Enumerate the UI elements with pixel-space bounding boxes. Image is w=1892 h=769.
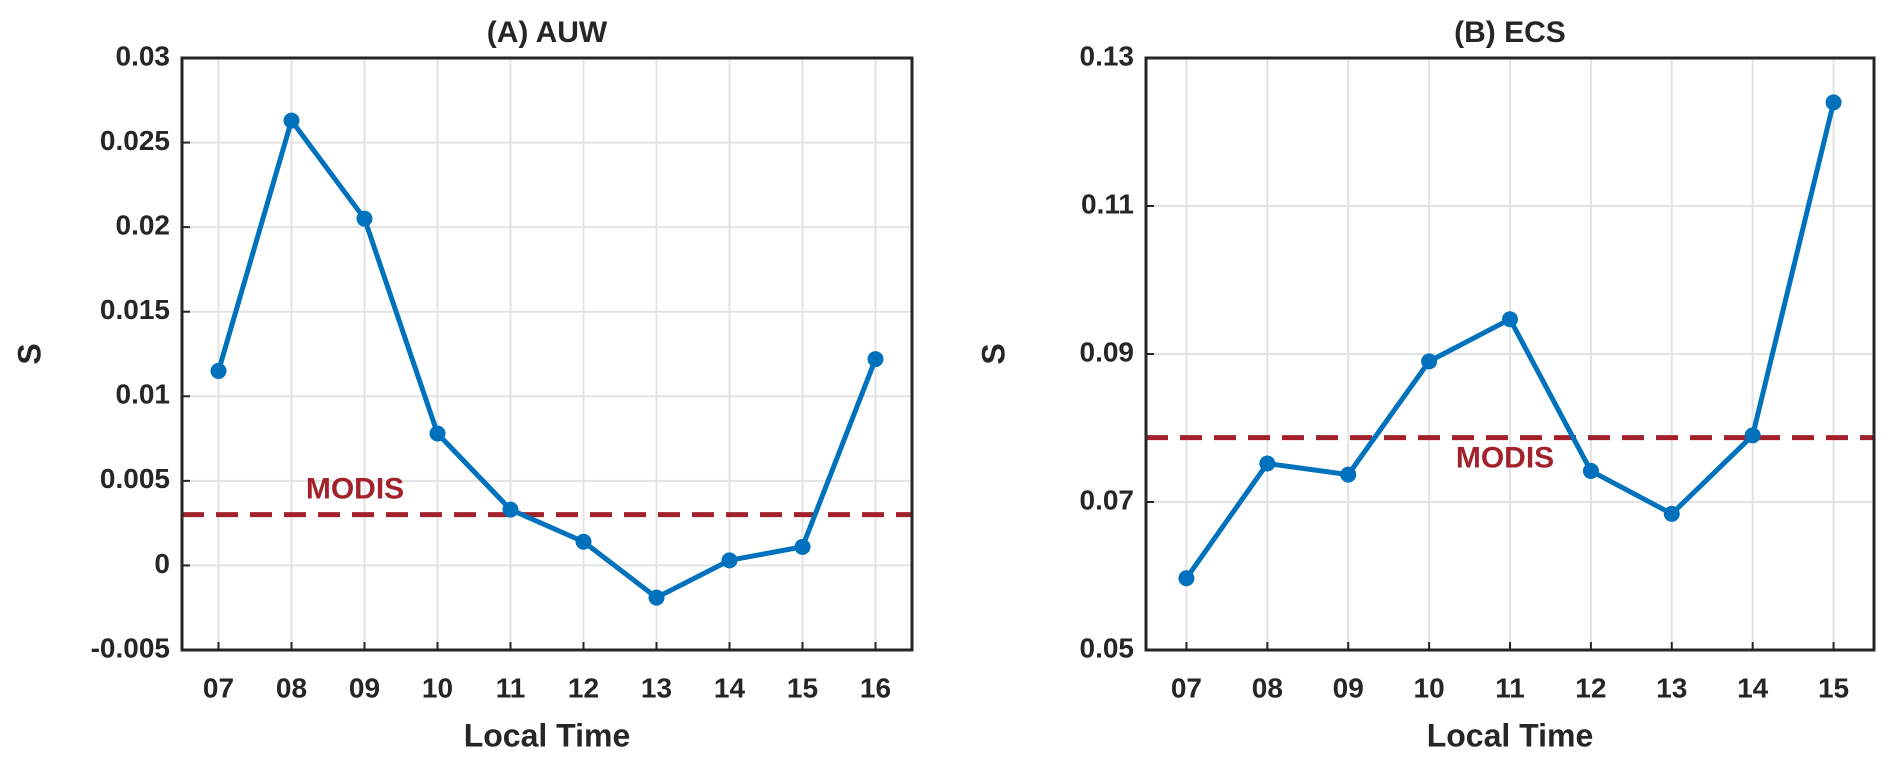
y-axis-label: S — [11, 343, 47, 364]
y-tick-label: 0.005 — [100, 463, 170, 494]
x-axis-label: Local Time — [1427, 717, 1594, 753]
data-point — [283, 112, 300, 129]
data-point — [575, 533, 592, 550]
x-tick-label: 09 — [349, 672, 380, 703]
data-point — [1421, 353, 1438, 370]
x-tick-label: 13 — [641, 672, 672, 703]
reference-label: MODIS — [306, 473, 404, 506]
chart-title: (B) ECS — [1454, 16, 1566, 49]
data-point — [1825, 94, 1842, 111]
data-point — [1663, 505, 1680, 522]
x-tick-label: 13 — [1656, 672, 1687, 703]
data-point — [356, 210, 373, 227]
y-tick-label: 0.015 — [100, 294, 170, 325]
x-tick-label: 15 — [787, 672, 818, 703]
x-tick-label: 14 — [1737, 672, 1769, 703]
chart-title: (A) AUW — [487, 16, 608, 49]
data-point — [1582, 462, 1599, 479]
x-tick-label: 10 — [1414, 672, 1445, 703]
data-point — [1178, 570, 1195, 587]
x-tick-label: 11 — [496, 672, 526, 703]
y-tick-label: -0.005 — [91, 632, 170, 663]
y-tick-label: 0.07 — [1080, 484, 1135, 515]
y-tick-label: 0.11 — [1081, 188, 1134, 219]
x-tick-label: 08 — [1252, 672, 1283, 703]
y-tick-label: 0.09 — [1080, 336, 1135, 367]
data-point — [429, 425, 446, 442]
x-tick-label: 15 — [1818, 672, 1849, 703]
x-tick-label: 07 — [1171, 672, 1202, 703]
x-tick-label: 14 — [714, 672, 746, 703]
reference-label: MODIS — [1456, 442, 1554, 475]
y-tick-label: 0.05 — [1080, 632, 1135, 663]
data-line — [216, 118, 878, 601]
data-point — [648, 589, 665, 606]
plot-frame — [180, 56, 914, 652]
x-tick-label: 12 — [568, 672, 599, 703]
data-point — [867, 351, 884, 368]
x-tick-label: 08 — [276, 672, 307, 703]
data-point — [721, 552, 738, 569]
y-tick-label: 0.025 — [100, 125, 170, 156]
y-tick-label: 0.02 — [116, 210, 171, 241]
y-tick-label: 0 — [154, 548, 170, 579]
x-axis-label: Local Time — [464, 717, 631, 753]
data-point — [1340, 466, 1357, 483]
y-tick-label: 0.01 — [116, 379, 171, 410]
data-point — [1259, 455, 1276, 472]
x-tick-label: 12 — [1575, 672, 1606, 703]
plot-frame — [1144, 56, 1876, 652]
data-point — [210, 362, 227, 379]
x-tick-label: 09 — [1333, 672, 1364, 703]
x-tick-label: 10 — [422, 672, 453, 703]
x-tick-label: 07 — [203, 672, 234, 703]
data-point — [1744, 427, 1761, 444]
y-tick-label: 0.13 — [1080, 40, 1135, 71]
data-point — [1502, 311, 1518, 328]
x-tick-label: 16 — [860, 672, 891, 703]
y-tick-label: 0.03 — [116, 40, 171, 71]
y-axis-label: S — [975, 343, 1011, 364]
x-tick-label: 11 — [1495, 672, 1525, 703]
data-point — [502, 501, 519, 518]
data-point — [794, 538, 811, 555]
